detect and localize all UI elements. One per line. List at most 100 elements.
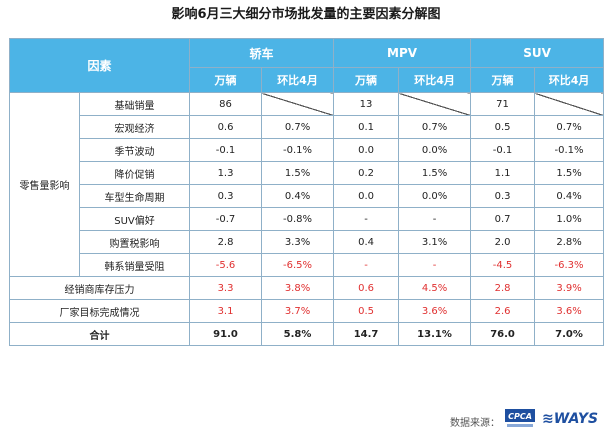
value-cell: -4.5 — [470, 253, 536, 277]
header-mom: 环比4月 — [261, 67, 335, 93]
value-cell: 0.7 — [470, 207, 536, 231]
value-cell: 1.0% — [534, 207, 605, 231]
value-cell: 13 — [333, 92, 400, 116]
table-row: 零售量影响 基础销量 86 13 71 — [9, 92, 605, 277]
header-factor: 因素 — [8, 38, 191, 93]
value-cell: 2.0 — [470, 230, 536, 254]
value-cell: -0.8% — [261, 207, 335, 231]
value-cell: 3.6% — [398, 299, 472, 323]
factor-label: 厂家目标完成情况 — [8, 299, 191, 323]
header-group-mpv: MPV — [333, 38, 472, 68]
value-cell: 0.1 — [333, 115, 400, 139]
header-group-sedan: 轿车 — [189, 38, 335, 68]
value-cell: - — [398, 207, 472, 231]
cpca-logo-text: CPCA — [508, 412, 532, 421]
table-row: 降价促销 1.3 1.5% 0.2 1.5% 1.1 1.5% — [10, 161, 605, 185]
table-row: 车型生命周期 0.3 0.4% 0.0 0.0% 0.3 0.4% — [10, 184, 605, 208]
ways-logo: ≋WAYS — [542, 411, 598, 427]
header-unit: 万辆 — [333, 67, 400, 93]
value-cell: 0.2 — [333, 161, 400, 185]
header-unit: 万辆 — [470, 67, 536, 93]
value-cell: 2.8% — [534, 230, 605, 254]
factor-label: 基础销量 — [78, 92, 191, 116]
value-cell: -0.1 — [189, 138, 263, 162]
value-cell: 91.0 — [189, 322, 263, 346]
value-cell: -0.1% — [534, 138, 605, 162]
factor-label: 经销商库存压力 — [8, 276, 191, 300]
factor-label: 韩系销量受阻 — [78, 253, 191, 277]
value-cell: 0.6 — [189, 115, 263, 139]
ways-logo-text: WAYS — [553, 411, 599, 427]
factor-table: 因素 轿车 MPV SUV 万辆 环比4月 万辆 环比4月 万辆 环比4月 零售… — [8, 38, 605, 346]
factor-label: SUV偏好 — [78, 207, 191, 231]
value-cell: 3.6% — [534, 299, 605, 323]
value-cell: 0.5 — [470, 115, 536, 139]
header-unit: 万辆 — [189, 67, 263, 93]
value-cell: 0.7% — [534, 115, 605, 139]
value-cell: 1.3 — [189, 161, 263, 185]
value-cell: 0.0% — [398, 184, 472, 208]
factor-label: 购置税影响 — [78, 230, 191, 254]
value-cell: 1.5% — [261, 161, 335, 185]
empty-diagonal-cell — [534, 92, 605, 116]
value-cell: 0.0 — [333, 184, 400, 208]
value-cell: 71 — [470, 92, 536, 116]
empty-diagonal-cell — [261, 92, 335, 116]
value-cell: 76.0 — [470, 322, 536, 346]
value-cell: 0.3 — [470, 184, 536, 208]
header-mom: 环比4月 — [398, 67, 472, 93]
table-row: 宏观经济 0.6 0.7% 0.1 0.7% 0.5 0.7% — [10, 115, 605, 139]
value-cell: 0.7% — [261, 115, 335, 139]
table-row: SUV偏好 -0.7 -0.8% - -0.7 1.0% — [10, 207, 605, 231]
value-cell: 3.1% — [398, 230, 472, 254]
value-cell: 3.1 — [189, 299, 263, 323]
value-cell: 7.0% — [534, 322, 605, 346]
value-cell: 0.5 — [333, 299, 400, 323]
value-cell: 14.7 — [333, 322, 400, 346]
value-cell: -5.6 — [189, 253, 263, 277]
value-cell: 2.8 — [189, 230, 263, 254]
total-label: 合计 — [8, 322, 191, 346]
header-mom: 环比4月 — [534, 67, 605, 93]
factor-label: 宏观经济 — [78, 115, 191, 139]
table-row: 厂家目标完成情况 3.1 3.7% 0.5 3.6% 2.6 3.6% — [8, 299, 605, 323]
header-group-suv: SUV — [470, 38, 605, 68]
value-cell: - — [398, 253, 472, 277]
value-cell: -6.5% — [261, 253, 335, 277]
value-cell: 3.9% — [534, 276, 605, 300]
value-cell: -0.7 — [189, 207, 263, 231]
value-cell: 13.1% — [398, 322, 472, 346]
value-cell: 1.5% — [534, 161, 605, 185]
value-cell: 0.6 — [333, 276, 400, 300]
ways-logo-icon: ≋ — [542, 411, 554, 427]
value-cell: 0.3 — [189, 184, 263, 208]
value-cell: 2.8 — [470, 276, 536, 300]
table-row: 季节波动 -0.1 -0.1% 0.0 0.0% -0.1 -0.1% — [10, 138, 605, 162]
value-cell: 0.4% — [261, 184, 335, 208]
value-cell: -0.1 — [470, 138, 536, 162]
cpca-logo-icon: CPCA — [505, 409, 535, 427]
factor-label: 季节波动 — [78, 138, 191, 162]
table-row: 购置税影响 2.8 3.3% 0.4 3.1% 2.0 2.8% — [10, 230, 605, 254]
value-cell: 3.7% — [261, 299, 335, 323]
footer: 数据来源： CPCA ≋WAYS — [0, 405, 612, 435]
value-cell: 1.1 — [470, 161, 536, 185]
value-cell: 0.7% — [398, 115, 472, 139]
source-label: 数据来源： — [450, 418, 500, 429]
value-cell: - — [333, 207, 400, 231]
value-cell: 3.3 — [189, 276, 263, 300]
value-cell: 0.4% — [534, 184, 605, 208]
value-cell: 86 — [189, 92, 263, 116]
factor-label: 车型生命周期 — [78, 184, 191, 208]
value-cell: 3.8% — [261, 276, 335, 300]
value-cell: 1.5% — [398, 161, 472, 185]
retail-group-label: 零售量影响 — [9, 92, 80, 277]
empty-diagonal-cell — [398, 92, 472, 116]
value-cell: 5.8% — [261, 322, 335, 346]
factor-label: 降价促销 — [78, 161, 191, 185]
value-cell: - — [333, 253, 400, 277]
value-cell: 3.3% — [261, 230, 335, 254]
table-row: 经销商库存压力 3.3 3.8% 0.6 4.5% 2.8 3.9% — [8, 276, 605, 300]
total-row: 合计 91.0 5.8% 14.7 13.1% 76.0 7.0% — [8, 322, 605, 346]
value-cell: -6.3% — [534, 253, 605, 277]
